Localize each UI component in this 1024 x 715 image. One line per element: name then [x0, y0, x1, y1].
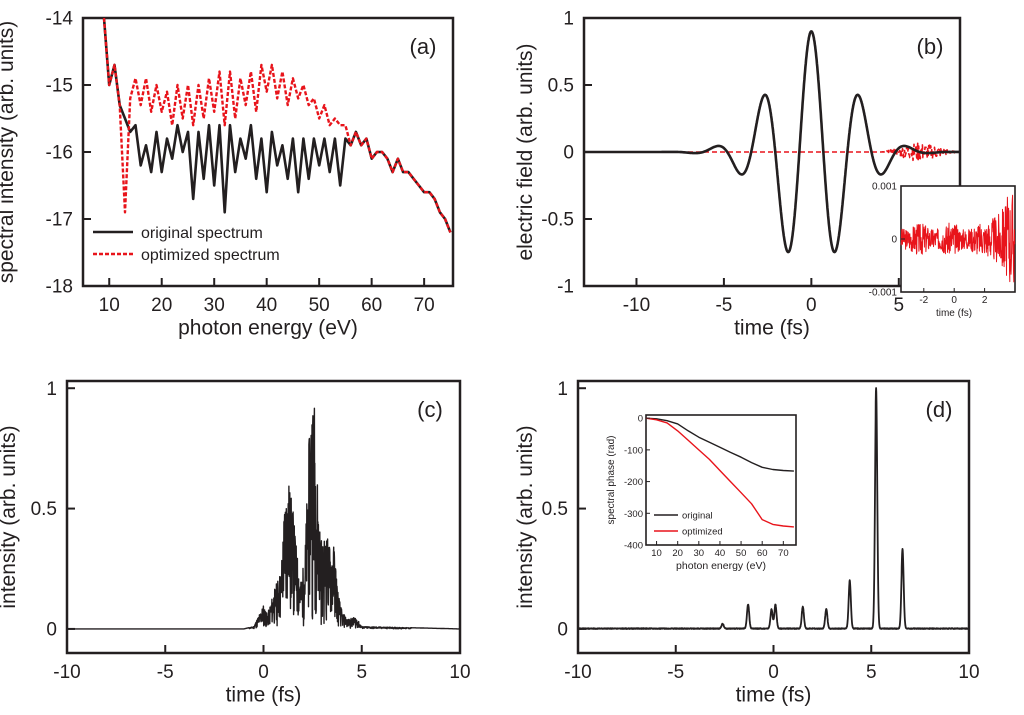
x-tick-label: 50: [309, 295, 330, 316]
x-axis-label: time (fs): [226, 683, 302, 706]
x-axis-label: time (fs): [736, 683, 812, 706]
inset-x-tick-label: 20: [672, 548, 683, 559]
inset-x-tick-label: 40: [715, 548, 726, 559]
series-original-line: [102, 17, 452, 233]
panel-label: (b): [917, 34, 944, 59]
x-tick-label: -10: [53, 662, 80, 683]
x-tick-label: -5: [715, 295, 732, 316]
y-tick-label: -0.5: [541, 210, 574, 231]
inset-series-optimized-phase-line: [645, 417, 794, 528]
x-tick-label: 0: [806, 295, 817, 316]
inset-series-original-phase-line: [645, 417, 794, 472]
x-tick-label: 60: [361, 295, 382, 316]
x-tick-label: 70: [414, 295, 435, 316]
inset-y-tick-label: -400: [624, 541, 643, 552]
y-tick-label: 1: [557, 379, 568, 400]
inset-y-tick-label: 0: [891, 235, 897, 246]
legend-label: original spectrum: [141, 225, 263, 242]
series-original-intensity-line: [66, 407, 461, 630]
x-tick-label: 5: [894, 295, 905, 316]
y-tick-label: 0.5: [31, 499, 57, 520]
y-tick-label: 0: [46, 620, 57, 641]
inset-x-tick-label: 10: [651, 548, 662, 559]
panel-label: (c): [417, 397, 443, 422]
inset-y-tick-label: -300: [624, 509, 643, 520]
inset-frame: [645, 414, 797, 546]
x-axis-label: time (fs): [734, 316, 810, 339]
inset-legend-label: optimized: [682, 527, 723, 538]
y-axis-label: spectral intensity (arb. units): [0, 21, 18, 284]
inset-x-tick-label: 60: [757, 548, 768, 559]
y-tick-label: 0: [557, 620, 568, 641]
x-tick-label: -10: [623, 295, 650, 316]
x-tick-label: 0: [768, 662, 779, 683]
panel-label: (a): [410, 34, 437, 59]
panel-label: (d): [926, 397, 953, 422]
inset-y-tick-label: 0: [638, 414, 643, 425]
series-optimized-line: [102, 17, 452, 233]
y-tick-label: 0.5: [548, 76, 574, 97]
x-tick-label: 0: [258, 662, 269, 683]
x-tick-label: -10: [564, 662, 591, 683]
x-tick-label: 10: [99, 295, 120, 316]
inset-y-tick-label: -0.001: [869, 288, 898, 299]
x-tick-label: -5: [667, 662, 684, 683]
legend: original spectrum optimized spectrum: [93, 225, 280, 264]
x-tick-label: 10: [958, 662, 979, 683]
y-tick-label: -14: [46, 9, 74, 30]
inset-x-tick-label: 0: [951, 295, 957, 306]
y-tick-label: 1: [46, 379, 57, 400]
inset-optimized-field-line: [900, 194, 1016, 283]
y-tick-label: 0: [563, 143, 574, 164]
panel-d: -10 -5 0 5 10 0 0.5 1 time (fs) intensity (arb. u…: [514, 379, 980, 707]
panel-b: -10 -5 0 5 -1 -0.5 0 0.5 1 time (fs) electric fiel…: [514, 9, 1016, 339]
x-tick-label: -5: [157, 662, 174, 683]
y-axis-label: intensity (arb. units): [514, 425, 537, 608]
panel-c: -10 -5 0 5 10 0 0.5 1 time (fs) intensity (arb. u…: [0, 379, 471, 707]
inset-y-tick-label: -200: [624, 477, 643, 488]
series-optimized-intensity-line: [577, 387, 970, 630]
legend-label: optimized spectrum: [141, 247, 280, 264]
inset-x-axis-label: time (fs): [936, 308, 972, 319]
inset-x-tick-label: 70: [778, 548, 789, 559]
x-tick-label: 5: [356, 662, 367, 683]
inset-y-tick-label: 0.001: [872, 182, 897, 193]
inset-x-tick-label: -2: [919, 295, 928, 306]
y-axis-label: intensity (arb. units): [0, 425, 20, 608]
y-tick-label: 0.5: [542, 499, 568, 520]
x-tick-label: 10: [449, 662, 470, 683]
x-tick-label: 5: [866, 662, 877, 683]
y-tick-label: -18: [46, 277, 73, 298]
inset-y-tick-label: -100: [624, 445, 643, 456]
inset-b: -2 0 2 -0.001 0 0.001 time (fs): [869, 182, 1016, 319]
y-tick-label: 1: [563, 9, 574, 30]
x-tick-label: 40: [256, 295, 277, 316]
panel-a: 10 20 30 40 50 60 70 -18 -17 -16 -15 -14 photon ener…: [0, 9, 455, 339]
inset-x-tick-label: 2: [982, 295, 988, 306]
x-tick-label: 20: [151, 295, 172, 316]
inset-d: 10 20 30 40 50 60 70 0 -100 -200 -300 -400 photon en…: [606, 414, 797, 572]
x-axis-label: photon energy (eV): [178, 316, 358, 339]
inset-x-axis-label: photon energy (eV): [676, 560, 766, 572]
inset-x-tick-label: 50: [736, 548, 747, 559]
y-tick-label: -1: [557, 277, 574, 298]
inset-y-axis-label: spectral phase (rad): [606, 436, 617, 525]
y-tick-label: -15: [46, 76, 73, 97]
x-tick-label: 30: [204, 295, 225, 316]
inset-x-tick-label: 30: [694, 548, 705, 559]
y-axis-label: electric field (arb. units): [514, 43, 537, 260]
inset-legend-label: original: [682, 511, 713, 522]
y-tick-label: -17: [46, 210, 73, 231]
y-tick-label: -16: [46, 143, 73, 164]
series-original-field-line: [582, 30, 962, 254]
